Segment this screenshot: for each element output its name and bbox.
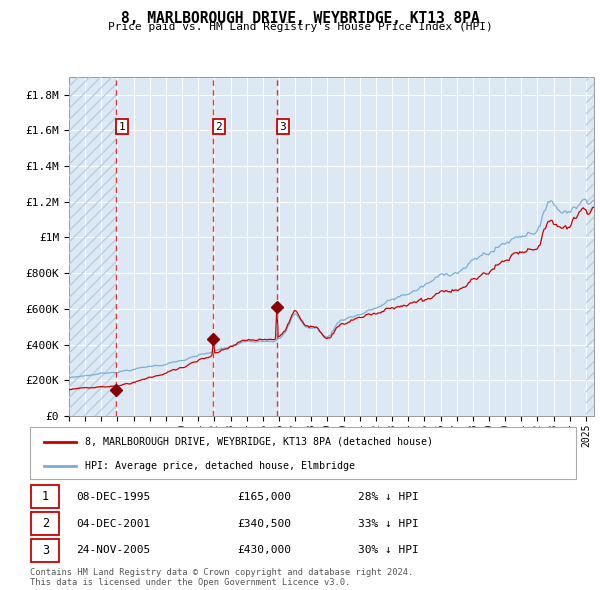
FancyBboxPatch shape — [31, 512, 59, 535]
Bar — [586, 77, 594, 416]
Text: 2: 2 — [42, 517, 49, 530]
Bar — [69, 77, 116, 416]
Text: 28% ↓ HPI: 28% ↓ HPI — [358, 491, 418, 502]
Text: 8, MARLBOROUGH DRIVE, WEYBRIDGE, KT13 8PA (detached house): 8, MARLBOROUGH DRIVE, WEYBRIDGE, KT13 8P… — [85, 437, 433, 447]
Text: 2: 2 — [215, 122, 222, 132]
Text: Contains HM Land Registry data © Crown copyright and database right 2024.: Contains HM Land Registry data © Crown c… — [30, 568, 413, 576]
FancyBboxPatch shape — [31, 486, 59, 508]
Text: Price paid vs. HM Land Registry's House Price Index (HPI): Price paid vs. HM Land Registry's House … — [107, 22, 493, 32]
Text: 3: 3 — [42, 544, 49, 557]
Text: HPI: Average price, detached house, Elmbridge: HPI: Average price, detached house, Elmb… — [85, 461, 355, 471]
Text: 33% ↓ HPI: 33% ↓ HPI — [358, 519, 418, 529]
FancyBboxPatch shape — [30, 427, 576, 479]
Text: 08-DEC-1995: 08-DEC-1995 — [76, 491, 151, 502]
Text: 1: 1 — [119, 122, 125, 132]
Text: £430,000: £430,000 — [238, 545, 292, 555]
Text: 8, MARLBOROUGH DRIVE, WEYBRIDGE, KT13 8PA: 8, MARLBOROUGH DRIVE, WEYBRIDGE, KT13 8P… — [121, 11, 479, 25]
Text: This data is licensed under the Open Government Licence v3.0.: This data is licensed under the Open Gov… — [30, 578, 350, 587]
Text: 04-DEC-2001: 04-DEC-2001 — [76, 519, 151, 529]
Text: 24-NOV-2005: 24-NOV-2005 — [76, 545, 151, 555]
Text: £165,000: £165,000 — [238, 491, 292, 502]
Text: £340,500: £340,500 — [238, 519, 292, 529]
Text: 30% ↓ HPI: 30% ↓ HPI — [358, 545, 418, 555]
Text: 1: 1 — [42, 490, 49, 503]
Text: 3: 3 — [280, 122, 286, 132]
FancyBboxPatch shape — [31, 539, 59, 562]
